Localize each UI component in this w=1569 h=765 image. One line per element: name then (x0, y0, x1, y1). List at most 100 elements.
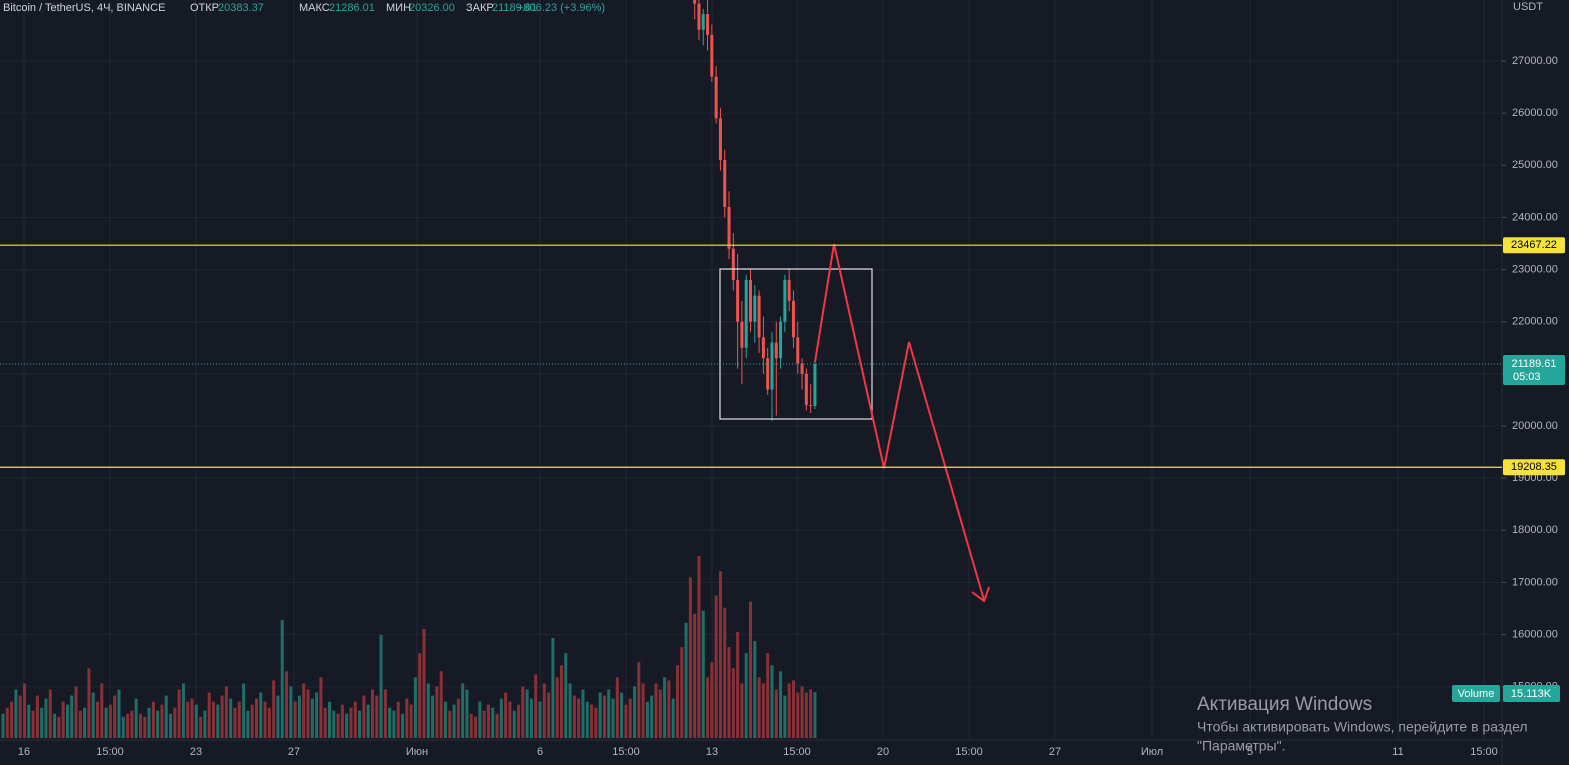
volume-bar (474, 716, 478, 738)
volume-bar (667, 680, 671, 738)
volume-bar (766, 653, 770, 738)
candle-body (813, 363, 817, 407)
volume-bar (697, 556, 701, 738)
volume-bar (706, 677, 710, 738)
volume-bar (482, 710, 486, 738)
price-tick-label: 25000.00 (1512, 159, 1558, 171)
level-label: 23467.22 (1511, 239, 1557, 251)
volume-bar (538, 701, 542, 738)
volume-bar (375, 695, 379, 738)
volume-bar (637, 662, 641, 738)
volume-bar (358, 710, 362, 738)
volume-bar (1, 713, 5, 738)
volume-bar (749, 601, 753, 738)
price-tick-label: 26000.00 (1512, 107, 1558, 119)
volume-bar (83, 707, 87, 738)
volume-bar (297, 695, 301, 738)
candle-body (770, 342, 774, 390)
volume-bar (156, 710, 160, 738)
volume-bar (70, 695, 74, 738)
volume-bar (590, 704, 594, 738)
volume-bar (731, 668, 735, 738)
volume-bar (525, 689, 529, 738)
volume-bar (199, 716, 203, 738)
volume-bar (529, 698, 533, 738)
candle-body (718, 118, 722, 161)
level-badge (1503, 237, 1565, 254)
candle-body (731, 248, 735, 281)
volume-bar (96, 701, 100, 738)
price-tick-label: 27000.00 (1512, 55, 1558, 67)
volume-bar (237, 701, 241, 738)
time-tick-label: 6 (537, 746, 543, 758)
time-tick-label: 15:00 (612, 746, 640, 758)
volume-bar (134, 698, 138, 738)
level-badge (1503, 459, 1565, 476)
volume-bar (495, 713, 499, 738)
volume-bar (164, 695, 168, 738)
time-tick-label: 11 (1392, 746, 1403, 758)
time-tick-label: 15:00 (96, 746, 124, 758)
volume-bar (559, 665, 563, 738)
candle-body (697, 3, 701, 30)
low-value: 20326.00 (409, 2, 455, 14)
volume-bar (757, 677, 761, 738)
candle-body (710, 34, 714, 77)
volume-bar (181, 683, 185, 738)
volume-bar (718, 571, 722, 738)
volume-bar (727, 647, 731, 738)
volume-bar (598, 692, 602, 738)
volume-bar (263, 701, 267, 738)
volume-bar (684, 622, 688, 738)
watermark-line: "Параметры". (1197, 738, 1285, 754)
volume-bar (422, 628, 426, 738)
volume-bar (426, 683, 430, 738)
volume-bar (323, 707, 327, 738)
candle-body (757, 295, 761, 338)
volume-bar (117, 689, 121, 738)
current-price-badge (1503, 354, 1565, 385)
range-box (719, 268, 873, 420)
volume-bar (293, 701, 297, 738)
price-tick-label: 16000.00 (1512, 628, 1558, 640)
volume-bar (624, 704, 628, 738)
volume-bar (542, 683, 546, 738)
volume-bar (486, 704, 490, 738)
price-tick-label: 20000.00 (1512, 420, 1558, 432)
volume-bar (783, 695, 787, 738)
volume-bar (349, 707, 353, 738)
volume-bar (259, 692, 263, 738)
volume-bar (319, 677, 323, 738)
volume-bar (663, 677, 667, 738)
volume-bar (581, 689, 585, 738)
volume-bar (534, 674, 538, 738)
volume-bar (332, 710, 336, 738)
time-tick-label: 5 (1247, 746, 1253, 758)
volume-label: Volume (1458, 688, 1495, 700)
volume-bar (671, 698, 675, 738)
volume-bar (224, 686, 228, 738)
volume-bar (787, 683, 791, 738)
volume-bar (413, 677, 417, 738)
volume-bar (431, 695, 435, 738)
candle-body (779, 321, 783, 359)
time-tick-label: 27 (288, 746, 300, 758)
volume-bar (18, 695, 22, 738)
volume-bar (740, 683, 744, 738)
volume-bar (615, 677, 619, 738)
volume-bar (701, 610, 705, 738)
volume-bar (809, 689, 813, 738)
current-price-label: 21189.61 (1511, 358, 1556, 370)
volume-bar (151, 701, 155, 738)
candle-body (723, 160, 727, 208)
time-tick-label: 13 (706, 746, 718, 758)
change-value: +806.23 (+3.96%) (517, 2, 605, 14)
volume-bar (10, 701, 14, 738)
volume-bar (508, 701, 512, 738)
volume-bar (186, 701, 190, 738)
volume-bar (585, 701, 589, 738)
volume-bar (405, 698, 409, 738)
volume-bar (452, 704, 456, 738)
volume-bar (220, 695, 224, 738)
volume-bar (443, 701, 447, 738)
